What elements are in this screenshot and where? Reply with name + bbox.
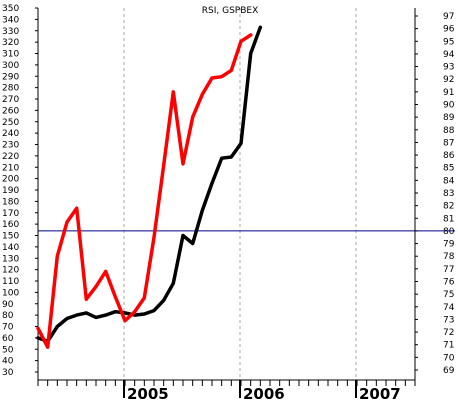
right-tick-label: 80: [443, 227, 455, 237]
left-tick-label: 340: [2, 15, 19, 25]
right-tick-label: 75: [443, 290, 454, 300]
left-tick-label: 110: [2, 277, 19, 287]
right-tick-label: 90: [443, 101, 455, 111]
right-tick-label: 94: [443, 50, 455, 60]
right-tick-label: 93: [443, 63, 454, 73]
left-tick-label: 30: [2, 368, 14, 378]
year-label-2006: 2006: [243, 385, 285, 403]
right-tick-label: 71: [443, 341, 454, 351]
right-tick-label: 95: [443, 37, 454, 47]
left-tick-label: 120: [2, 266, 19, 276]
left-tick-label: 290: [2, 72, 19, 82]
left-tick-label: 210: [2, 163, 19, 173]
right-tick-label: 69: [443, 366, 455, 376]
right-tick-label: 70: [443, 353, 455, 363]
left-tick-label: 100: [2, 288, 19, 298]
right-tick-label: 79: [443, 240, 455, 250]
left-tick-label: 260: [2, 106, 19, 116]
left-tick-label: 90: [2, 300, 14, 310]
right-tick-label: 77: [443, 265, 454, 275]
right-tick-label: 88: [443, 126, 455, 136]
left-tick-label: 240: [2, 129, 19, 139]
right-tick-label: 85: [443, 164, 454, 174]
right-tick-label: 87: [443, 138, 454, 148]
left-tick-label: 320: [2, 38, 19, 48]
right-tick-label: 86: [443, 151, 455, 161]
left-tick-label: 50: [2, 345, 14, 355]
left-tick-label: 310: [2, 50, 19, 60]
series-layer: [36, 25, 263, 349]
chart-title: RSI, GSPBEX: [202, 6, 258, 16]
left-tick-label: 140: [2, 243, 19, 253]
right-tick-label: 83: [443, 189, 454, 199]
left-tick-label: 350: [2, 4, 19, 14]
series-line-black: [36, 25, 263, 344]
right-tick-label: 91: [443, 88, 454, 98]
right-tick-label: 92: [443, 75, 454, 85]
year-label-2007: 2007: [359, 385, 401, 403]
right-tick-label: 97: [443, 12, 454, 22]
left-tick-label: 200: [2, 175, 19, 185]
left-tick-label: 280: [2, 84, 19, 94]
left-tick-label: 70: [2, 323, 14, 333]
right-tick-label: 96: [443, 25, 455, 35]
right-tick-label: 72: [443, 328, 454, 338]
left-tick-label: 160: [2, 220, 19, 230]
left-tick-label: 190: [2, 186, 19, 196]
left-tick-label: 80: [2, 311, 14, 321]
left-tick-label: 230: [2, 141, 19, 151]
left-tick-label: 150: [2, 232, 19, 242]
grid-layer: [38, 8, 455, 380]
axis-layer: 3040506070809010011012013014015016017018…: [2, 4, 455, 403]
left-tick-label: 330: [2, 27, 19, 37]
left-tick-label: 60: [2, 334, 14, 344]
left-tick-label: 170: [2, 209, 19, 219]
right-tick-label: 84: [443, 176, 455, 186]
right-tick-label: 76: [443, 278, 455, 288]
left-tick-label: 270: [2, 95, 19, 105]
left-tick-label: 180: [2, 197, 19, 207]
series-line-red: [36, 33, 253, 349]
right-tick-label: 78: [443, 252, 455, 262]
left-tick-label: 40: [2, 357, 14, 367]
left-tick-label: 250: [2, 118, 19, 128]
right-tick-label: 74: [443, 303, 455, 313]
right-tick-label: 81: [443, 214, 454, 224]
year-label-2005: 2005: [127, 385, 169, 403]
right-tick-label: 82: [443, 202, 454, 212]
right-tick-label: 89: [443, 113, 455, 123]
left-tick-label: 130: [2, 254, 19, 264]
left-tick-label: 220: [2, 152, 19, 162]
right-tick-label: 73: [443, 315, 454, 325]
left-tick-label: 300: [2, 61, 19, 71]
